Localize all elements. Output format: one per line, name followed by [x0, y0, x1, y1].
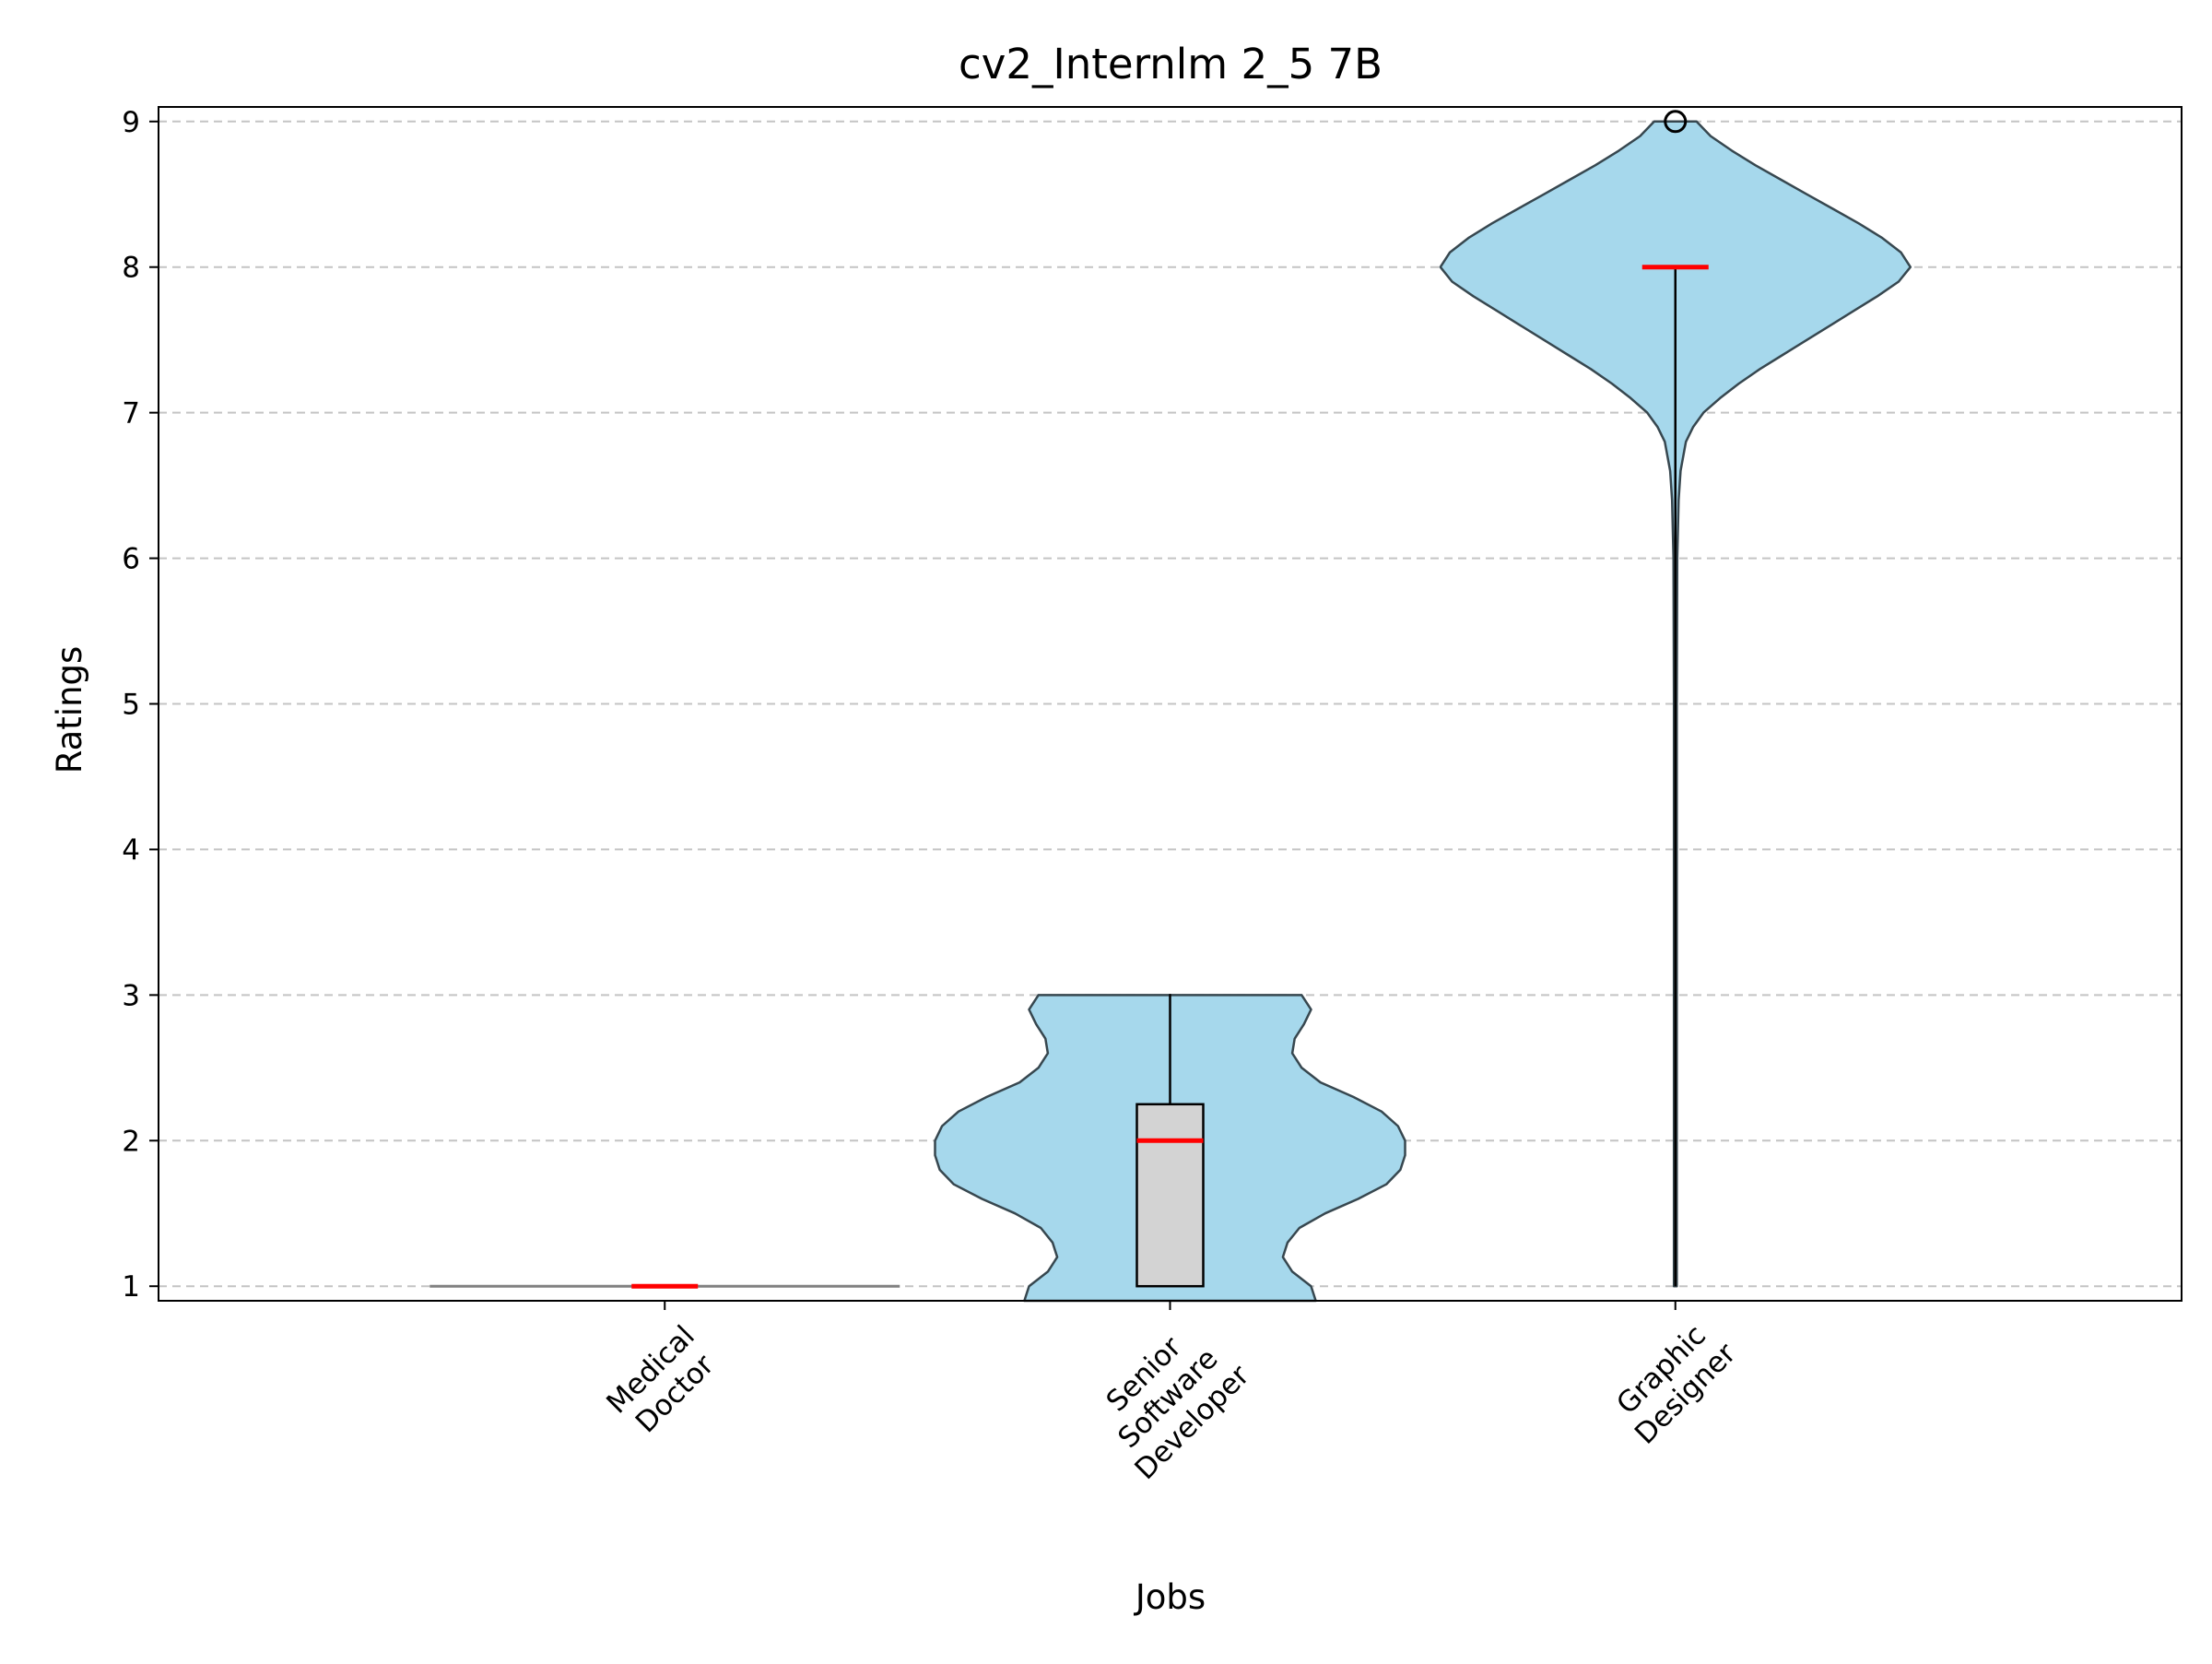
x-axis-label: Jobs — [1134, 1577, 1206, 1617]
outlier-point — [1664, 110, 1688, 134]
box-iqr — [1135, 1103, 1205, 1288]
chart-title: cv2_Internlm 2_5 7B — [959, 40, 1382, 89]
x-tick-label-1: MedicalDoctor — [600, 1319, 725, 1445]
x-tick-label-2: SeniorSoftwareDeveloper — [1080, 1310, 1256, 1486]
y-tick-label: 4 — [122, 833, 140, 867]
y-tick-label: 6 — [122, 543, 140, 576]
y-tick-label: 5 — [122, 689, 140, 722]
y-tick-label: 9 — [122, 106, 140, 139]
y-tick-label: 8 — [122, 252, 140, 285]
y-tick-label: 7 — [122, 397, 140, 431]
box-plots — [631, 110, 1709, 1289]
y-axis-label: Ratings — [50, 646, 89, 774]
y-ticks: 1 2 3 4 5 6 7 8 9 — [122, 106, 159, 1304]
y-tick-label: 3 — [122, 979, 140, 1012]
x-tick-label-3: GraphicDesigner — [1605, 1313, 1743, 1451]
x-ticks: MedicalDoctor SeniorSoftwareDeveloper Grap… — [600, 1301, 1743, 1486]
y-tick-label: 1 — [122, 1270, 140, 1304]
y-tick-label: 2 — [122, 1125, 140, 1158]
